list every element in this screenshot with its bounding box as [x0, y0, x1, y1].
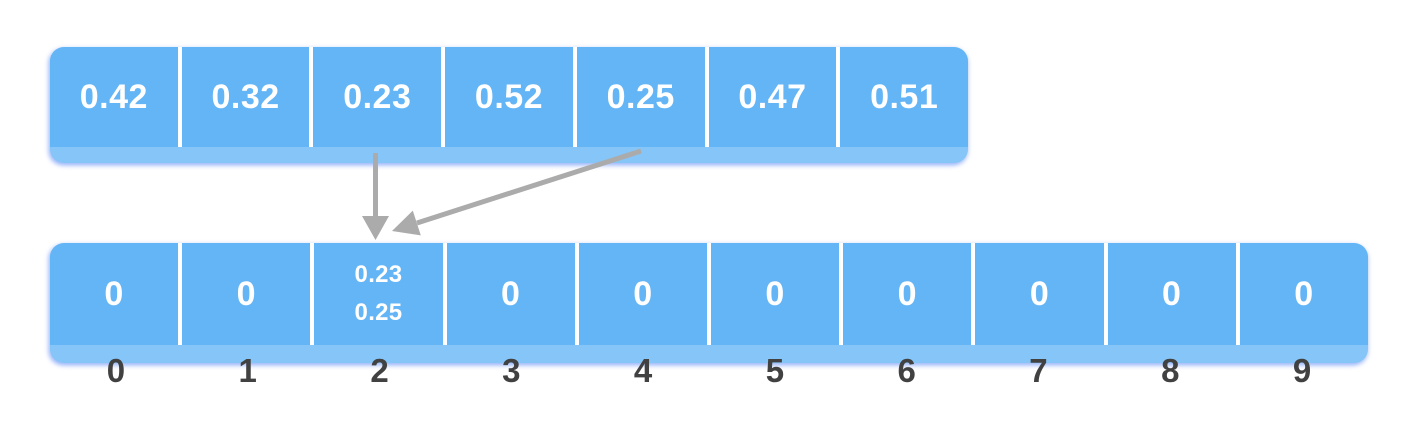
bucket-value: 0: [104, 274, 124, 313]
bucket-array: 0 0 0.23 0.25 0 0 0 0 0 0 0: [50, 243, 1368, 363]
input-array-bottom-strip: [50, 147, 968, 163]
bucket-index-label: 5: [765, 352, 785, 389]
bucket-value: 0: [501, 274, 521, 313]
bucket-array-bottom-strip: [50, 345, 1368, 363]
bucket-value: 0: [1029, 274, 1050, 313]
bucket-index-label: 4: [633, 352, 653, 389]
input-array-value: 0.32: [211, 77, 280, 116]
bucket-index-row: 0 1 2 3 4 5 6 7 8 9: [50, 352, 1368, 390]
bucket-index-label: 6: [897, 352, 916, 389]
bucket-value: 0: [1294, 274, 1314, 313]
bucket-value: 0: [1162, 274, 1182, 313]
input-array-cell: 0.32: [177, 47, 310, 147]
bucket-cell-4: 0: [574, 243, 707, 345]
input-array-cell: 0.52: [441, 47, 573, 147]
bucket-value: 0.25: [354, 299, 403, 326]
bucket-cell-9: 0: [1235, 243, 1368, 345]
bucket-cell-3: 0: [442, 243, 575, 345]
arrow-0.23-to-bucket-2-icon: [362, 153, 389, 240]
bucket-value: 0: [633, 274, 653, 313]
bucket-cell-7: 0: [971, 243, 1103, 345]
bucket-cell-2: 0.23 0.25: [310, 243, 442, 345]
bucket-cell-1: 0: [178, 243, 310, 345]
input-array-cells: 0.42 0.32 0.23 0.52 0.25 0.47 0.51: [50, 47, 968, 147]
input-array-cell: 0.47: [704, 47, 837, 147]
input-array-cell: 0.51: [836, 47, 968, 147]
bucket-value: 0.23: [354, 261, 403, 288]
bucket-index-label: 3: [502, 352, 521, 389]
arrow-0.25-to-bucket-2-icon: [392, 148, 642, 236]
input-array-cell: 0.25: [572, 47, 705, 147]
input-array-value: 0.47: [738, 77, 807, 116]
bucket-array-cells: 0 0 0.23 0.25 0 0 0 0 0 0 0: [50, 243, 1368, 345]
bucket-index-label: 9: [1292, 352, 1312, 389]
input-array: 0.42 0.32 0.23 0.52 0.25 0.47 0.51: [50, 47, 968, 163]
bucket-value: 0: [236, 274, 257, 313]
bucket-index-label: 8: [1161, 352, 1180, 389]
bucket-cell-5: 0: [707, 243, 839, 345]
input-array-cell: 0.23: [309, 47, 441, 147]
bucket-cell-0: 0: [50, 243, 178, 345]
input-array-cell: 0.42: [50, 47, 178, 147]
bucket-cell-6: 0: [839, 243, 971, 345]
bucket-index-label: 0: [106, 352, 126, 389]
input-array-value: 0.25: [606, 77, 675, 116]
input-array-value: 0.51: [870, 77, 939, 116]
bucket-index-label: 7: [1029, 352, 1048, 389]
bucket-value: 0: [897, 274, 918, 313]
input-array-value: 0.42: [79, 77, 148, 116]
bucket-cell-8: 0: [1103, 243, 1236, 345]
input-array-value: 0.23: [343, 77, 412, 116]
bucket-index-label: 2: [370, 352, 389, 389]
bucket-index-label: 1: [238, 352, 257, 389]
bucket-value: 0: [765, 274, 785, 313]
input-array-value: 0.52: [474, 77, 544, 116]
